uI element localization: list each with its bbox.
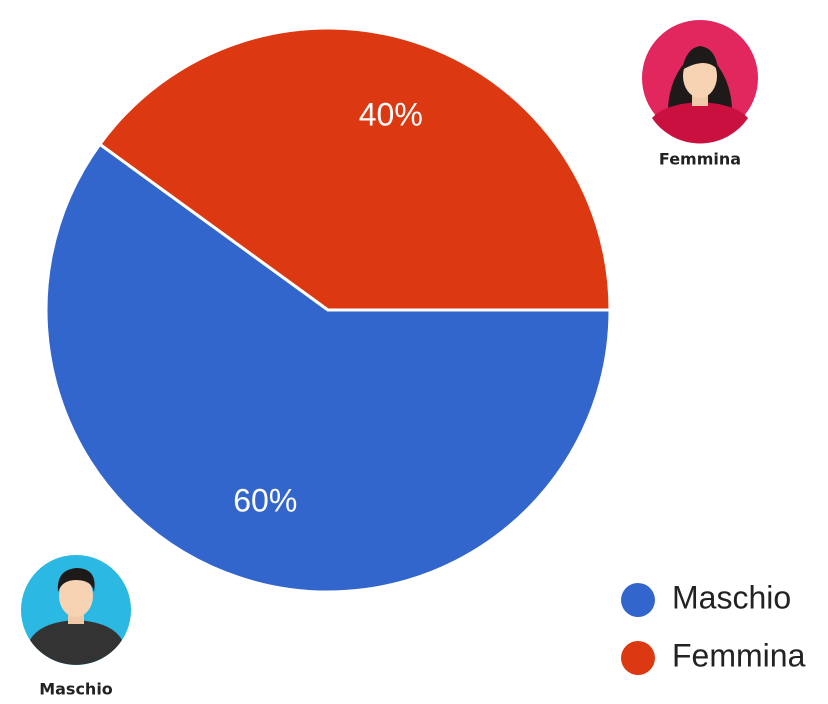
pie-slice bbox=[97, 26, 612, 312]
avatar-caption: Femmina bbox=[659, 150, 741, 169]
legend-label: Maschio bbox=[672, 579, 791, 615]
pie-slice bbox=[44, 142, 612, 594]
data-label: 40% bbox=[359, 96, 423, 132]
avatar-caption: Maschio bbox=[39, 680, 113, 699]
data-label: 60% bbox=[233, 483, 297, 519]
male-avatar bbox=[21, 555, 131, 665]
female-avatar bbox=[642, 20, 758, 144]
legend-label: Femmina bbox=[672, 637, 806, 673]
legend-swatch bbox=[621, 583, 655, 617]
legend-swatch bbox=[621, 641, 655, 675]
